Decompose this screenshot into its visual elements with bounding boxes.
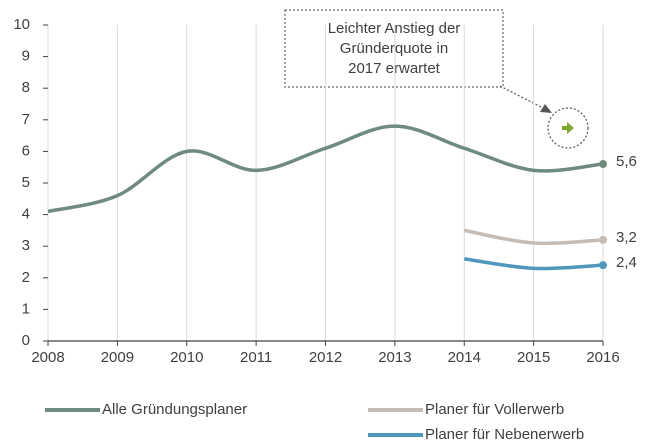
legend-label: Planer für Vollerwerb [425,401,564,418]
x-tick-label: 2015 [517,349,550,366]
y-tick-label: 3 [22,237,30,254]
x-tick-label: 2008 [31,349,64,366]
legend-label: Alle Gründungsplaner [102,401,247,418]
y-tick-label: 5 [22,174,30,191]
y-tick-label: 2 [22,269,30,286]
end-point [599,261,607,270]
value-label: 2,4 [616,254,637,271]
y-tick-label: 7 [22,111,30,128]
y-tick-label: 1 [22,300,30,317]
end-point [599,235,607,244]
x-tick-label: 2012 [309,349,342,366]
y-tick-label: 10 [13,16,30,33]
x-tick-label: 2009 [101,349,134,366]
y-tick-label: 4 [22,206,30,223]
highlight-circle [547,107,589,149]
annotation-box [284,9,504,88]
series-line [464,257,604,271]
end-point [599,160,607,169]
y-tick-label: 6 [22,142,30,159]
trend-icon [562,122,574,134]
annotation-arrow [499,85,546,110]
value-label: 3,2 [616,229,637,246]
y-tick-label: 8 [22,79,30,96]
x-tick-label: 2010 [170,349,203,366]
series-line [47,124,604,214]
value-label: 5,6 [616,153,637,170]
series-line [463,228,604,246]
x-tick-label: 2013 [378,349,411,366]
x-tick-label: 2011 [240,349,272,366]
x-tick-label: 2014 [448,349,481,366]
y-tick-label: 9 [22,48,30,65]
y-tick-label: 0 [22,332,30,349]
annotation-text: Gründerquote in [340,40,448,57]
legend-label: Planer für Nebenerwerb [425,426,584,443]
annotation-text: Leichter Anstieg der [328,20,461,37]
arrow-head [540,104,552,113]
x-tick-label: 2016 [586,349,619,366]
